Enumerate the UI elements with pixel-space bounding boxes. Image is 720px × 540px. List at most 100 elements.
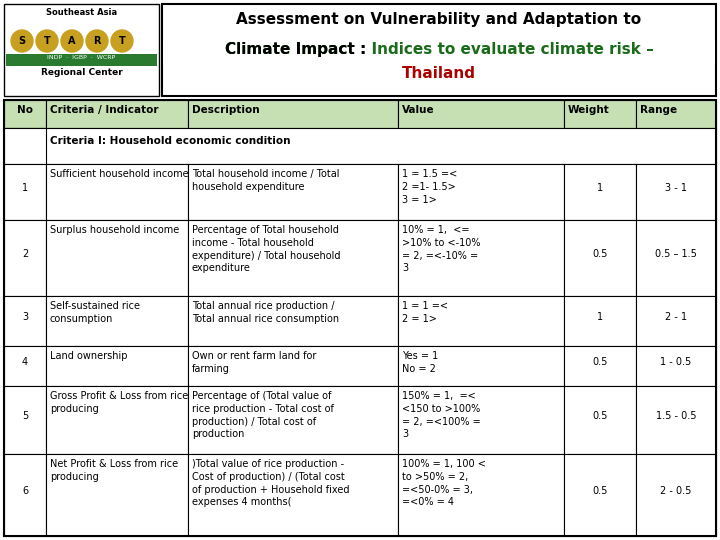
Text: 150% = 1,  =<
<150 to >100%
= 2, =<100% =
3: 150% = 1, =< <150 to >100% = 2, =<100% =… [402, 391, 481, 440]
Bar [4, 100, 46, 128]
Text: R: R [94, 36, 101, 46]
Text: Assessment on Vulnerability and Adaptation to: Assessment on Vulnerability and Adaptati… [236, 12, 642, 27]
Bar [564, 386, 636, 454]
Text: Criteria / Indicator: Criteria / Indicator [50, 105, 158, 115]
Text: Own or rent farm land for
farming: Own or rent farm land for farming [192, 351, 316, 374]
Bar [564, 296, 636, 346]
Text: Net Profit & Loss from rice
producing: Net Profit & Loss from rice producing [50, 459, 178, 482]
Text: Percentage of (Total value of
rice production - Total cost of
production) / Tota: Percentage of (Total value of rice produ… [192, 391, 334, 440]
Text: Sufficient household income: Sufficient household income [50, 169, 189, 179]
Text: 0.5: 0.5 [593, 411, 608, 421]
Text: 3 - 1: 3 - 1 [665, 183, 687, 193]
Bar [46, 100, 188, 128]
Bar [162, 4, 716, 96]
Text: Climate Impact : Indices to evaluate climate risk –: Climate Impact : Indices to evaluate cli… [225, 42, 654, 57]
Bar [4, 386, 46, 454]
Circle shape [36, 30, 58, 52]
Text: 5: 5 [22, 411, 28, 421]
Bar [188, 386, 398, 454]
Circle shape [11, 30, 33, 52]
Text: Thailand: Thailand [402, 66, 476, 81]
Bar [188, 220, 398, 296]
Text: 2: 2 [22, 249, 28, 259]
Bar [636, 164, 716, 220]
Bar [4, 296, 46, 346]
Bar [4, 128, 46, 164]
Text: Criteria I: Household economic condition: Criteria I: Household economic condition [50, 136, 290, 146]
Text: 4: 4 [22, 357, 28, 367]
Bar [46, 296, 188, 346]
Text: Total annual rice production /
Total annual rice consumption: Total annual rice production / Total ann… [192, 301, 339, 324]
Text: 0.5 – 1.5: 0.5 – 1.5 [655, 249, 697, 259]
Bar [564, 220, 636, 296]
Bar [46, 346, 188, 386]
Text: 100% = 1, 100 <
to >50% = 2,
=<50-0% = 3,
=<0% = 4: 100% = 1, 100 < to >50% = 2, =<50-0% = 3… [402, 459, 486, 508]
Text: 2 - 1: 2 - 1 [665, 312, 687, 322]
Text: Self-sustained rice
consumption: Self-sustained rice consumption [50, 301, 140, 324]
Bar [398, 100, 564, 128]
Bar [188, 164, 398, 220]
Text: Climate Impact :: Climate Impact : [225, 42, 371, 57]
Text: Regional Center: Regional Center [40, 68, 122, 77]
Text: 1 - 0.5: 1 - 0.5 [660, 357, 692, 367]
Bar [636, 220, 716, 296]
Circle shape [61, 30, 83, 52]
Text: No: No [17, 105, 33, 115]
Text: 1: 1 [597, 312, 603, 322]
Bar [4, 100, 716, 536]
Bar [398, 386, 564, 454]
Text: 0.5: 0.5 [593, 357, 608, 367]
Bar [4, 4, 159, 96]
Bar [564, 100, 636, 128]
Text: A: A [68, 36, 76, 46]
Text: Yes = 1
No = 2: Yes = 1 No = 2 [402, 351, 438, 374]
Bar [188, 100, 398, 128]
Bar [398, 220, 564, 296]
Bar [188, 454, 398, 536]
Bar [398, 346, 564, 386]
Text: Land ownership: Land ownership [50, 351, 127, 361]
Bar [163, 39, 715, 65]
Text: Range: Range [640, 105, 677, 115]
Text: T: T [119, 36, 125, 46]
Text: S: S [19, 36, 26, 46]
Text: Climate Impact : Indices to evaluate climate risk –: Climate Impact : Indices to evaluate cli… [225, 42, 654, 57]
Bar [4, 220, 46, 296]
Bar [4, 128, 716, 164]
Text: 0.5: 0.5 [593, 486, 608, 496]
Text: 3: 3 [22, 312, 28, 322]
Text: 1: 1 [22, 183, 28, 193]
Text: Southeast Asia: Southeast Asia [46, 8, 117, 17]
Text: Percentage of Total household
income - Total household
expenditure) / Total hous: Percentage of Total household income - T… [192, 225, 341, 273]
Bar [564, 346, 636, 386]
Text: 1 = 1.5 =<
2 =1- 1.5>
3 = 1>: 1 = 1.5 =< 2 =1- 1.5> 3 = 1> [402, 169, 457, 205]
Text: Value: Value [402, 105, 435, 115]
Text: Surplus household income: Surplus household income [50, 225, 179, 235]
Text: 10% = 1,  <=
>10% to <-10%
= 2, =<-10% =
3: 10% = 1, <= >10% to <-10% = 2, =<-10% = … [402, 225, 480, 273]
Bar [188, 346, 398, 386]
Text: Weight: Weight [568, 105, 610, 115]
Bar [46, 164, 188, 220]
Bar [46, 386, 188, 454]
Text: Gross Profit & Loss from rice
producing: Gross Profit & Loss from rice producing [50, 391, 188, 414]
Bar [4, 346, 46, 386]
Bar [188, 296, 398, 346]
Bar [636, 386, 716, 454]
Bar [564, 164, 636, 220]
Text: 1 = 1 =<
2 = 1>: 1 = 1 =< 2 = 1> [402, 301, 448, 324]
Bar [46, 220, 188, 296]
Text: Total household income / Total
household expenditure: Total household income / Total household… [192, 169, 340, 192]
Bar [46, 454, 188, 536]
Bar [6, 54, 157, 66]
Text: 1: 1 [597, 183, 603, 193]
Circle shape [86, 30, 108, 52]
Bar [398, 454, 564, 536]
Circle shape [111, 30, 133, 52]
Text: 2 - 0.5: 2 - 0.5 [660, 486, 692, 496]
Text: 0.5: 0.5 [593, 249, 608, 259]
Text: 1.5 - 0.5: 1.5 - 0.5 [656, 411, 696, 421]
Bar [636, 454, 716, 536]
Text: 6: 6 [22, 486, 28, 496]
Text: Description: Description [192, 105, 260, 115]
Text: INDP  ·  IGBP  ·  WCRP: INDP · IGBP · WCRP [48, 55, 116, 60]
